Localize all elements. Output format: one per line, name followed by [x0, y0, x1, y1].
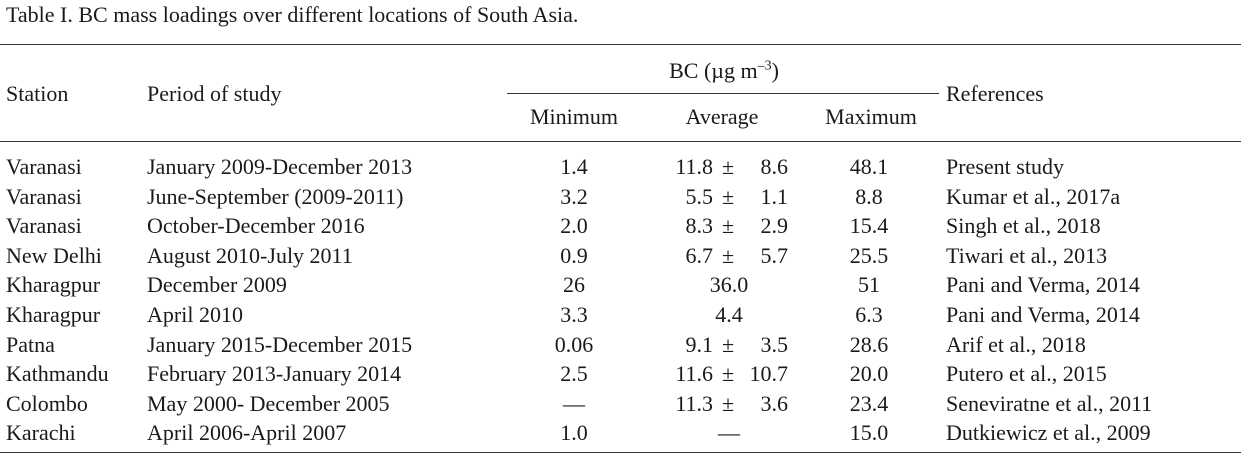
- header-bottom-rule: [0, 141, 1241, 142]
- cell-period: February 2013-January 2014: [147, 361, 402, 386]
- cell-maximum: 20.0: [849, 361, 889, 386]
- cell-maximum: 15.4: [849, 213, 889, 238]
- cell-average-plusminus: ±: [722, 154, 735, 179]
- cell-minimum: 3.3: [560, 302, 588, 327]
- cell-period: May 2000- December 2005: [147, 391, 390, 416]
- cell-reference: Pani and Verma, 2014: [946, 302, 1140, 327]
- cell-reference: Seneviratne et al., 2011: [946, 391, 1153, 416]
- table-caption: Table I. BC mass loadings over different…: [6, 2, 579, 27]
- cell-station: Varanasi: [6, 154, 82, 179]
- cell-minimum: 1.0: [560, 420, 588, 445]
- cell-station: Karachi: [6, 420, 76, 445]
- cell-average-sd: 1.1: [760, 184, 789, 209]
- cell-maximum: 51: [858, 272, 880, 297]
- cell-minimum: 2.5: [560, 361, 588, 386]
- cell-average-value: 8.3: [685, 213, 714, 238]
- cell-reference: Putero et al., 2015: [946, 361, 1107, 386]
- cell-average-value: —: [718, 420, 740, 445]
- cell-average-value: 11.6: [675, 361, 713, 386]
- cell-minimum: 0.9: [560, 243, 588, 268]
- cell-average-value: 4.4: [715, 302, 743, 327]
- cell-station: Varanasi: [6, 213, 82, 238]
- cell-average-plusminus: ±: [722, 391, 735, 416]
- cell-maximum: 28.6: [849, 332, 889, 357]
- header-average: Average: [685, 104, 759, 129]
- cell-maximum: 15.0: [849, 420, 889, 445]
- header-period: Period of study: [147, 81, 282, 106]
- cell-minimum: —: [563, 391, 585, 416]
- cell-average-sd: 2.9: [760, 213, 789, 238]
- cell-station: New Delhi: [6, 243, 102, 268]
- cell-station: Patna: [6, 332, 55, 357]
- cell-maximum: 23.4: [849, 391, 889, 416]
- cell-period: April 2010: [147, 302, 243, 327]
- cell-reference: Dutkiewicz et al., 2009: [946, 420, 1151, 445]
- cell-average-value: 9.1: [685, 332, 714, 357]
- cell-reference: Arif et al., 2018: [946, 332, 1086, 357]
- cell-maximum: 25.5: [849, 243, 889, 268]
- cell-average-plusminus: ±: [722, 361, 735, 386]
- header-maximum: Maximum: [825, 104, 917, 129]
- cell-average-sd: 5.7: [760, 243, 789, 268]
- cell-average-value: 36.0: [709, 272, 749, 297]
- cell-reference: Present study: [946, 154, 1064, 179]
- top-rule: [0, 44, 1241, 45]
- header-station: Station: [6, 81, 69, 106]
- cell-minimum: 26: [563, 272, 585, 297]
- cell-station: Colombo: [6, 391, 88, 416]
- cell-average-plusminus: ±: [722, 184, 735, 209]
- cell-minimum: 1.4: [560, 154, 588, 179]
- cell-period: December 2009: [147, 272, 287, 297]
- cell-average-sd: 3.5: [760, 332, 789, 357]
- header-minimum: Minimum: [529, 104, 619, 129]
- cell-period: October-December 2016: [147, 213, 365, 238]
- cell-maximum: 8.8: [855, 184, 883, 209]
- cell-period: April 2006-April 2007: [147, 420, 347, 445]
- cell-period: August 2010-July 2011: [147, 243, 353, 268]
- header-references: References: [946, 81, 1044, 106]
- cell-station: Kathmandu: [6, 361, 109, 386]
- header-bc-group: BC (µg m–3): [669, 58, 779, 83]
- bottom-rule: [0, 452, 1241, 453]
- cell-reference: Singh et al., 2018: [946, 213, 1101, 238]
- cell-average-sd: 3.6: [760, 391, 789, 416]
- cell-reference: Pani and Verma, 2014: [946, 272, 1140, 297]
- cell-average-plusminus: ±: [722, 332, 735, 357]
- cell-station: Kharagpur: [6, 272, 101, 297]
- cell-reference: Tiwari et al., 2013: [946, 243, 1108, 268]
- cell-maximum: 48.1: [849, 154, 889, 179]
- cell-reference: Kumar et al., 2017a: [946, 184, 1121, 209]
- cell-average-plusminus: ±: [722, 213, 735, 238]
- cell-period: June-September (2009-2011): [147, 184, 404, 209]
- header-subrule: [507, 93, 939, 94]
- cell-average-value: 11.3: [675, 391, 713, 416]
- cell-minimum: 0.06: [554, 332, 594, 357]
- cell-average-value: 11.8: [675, 154, 713, 179]
- cell-average-plusminus: ±: [722, 243, 735, 268]
- cell-station: Varanasi: [6, 184, 82, 209]
- cell-maximum: 6.3: [855, 302, 883, 327]
- cell-minimum: 2.0: [560, 213, 588, 238]
- cell-average-sd: 10.7: [749, 361, 789, 386]
- cell-average-value: 5.5: [685, 184, 714, 209]
- cell-period: January 2009-December 2013: [147, 154, 413, 179]
- cell-period: January 2015-December 2015: [147, 332, 413, 357]
- cell-minimum: 3.2: [560, 184, 588, 209]
- cell-average-sd: 8.6: [760, 154, 789, 179]
- cell-average-value: 6.7: [685, 243, 714, 268]
- cell-station: Kharagpur: [6, 302, 101, 327]
